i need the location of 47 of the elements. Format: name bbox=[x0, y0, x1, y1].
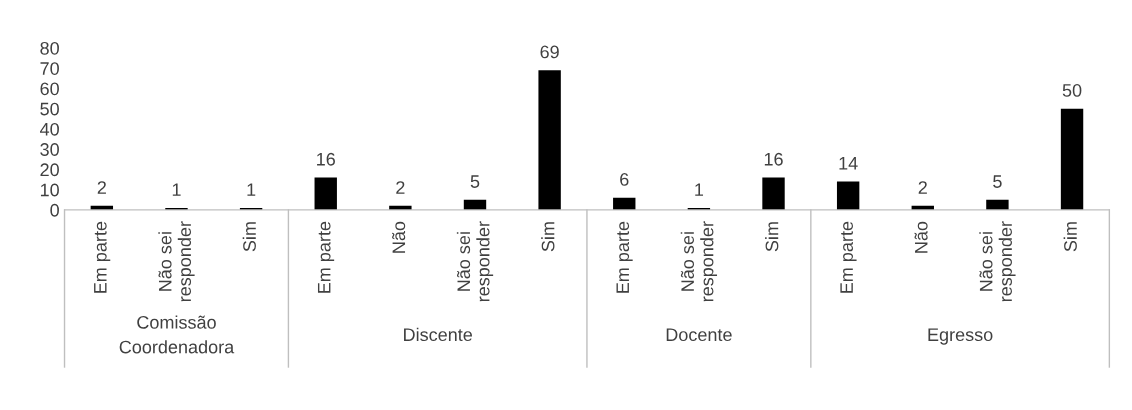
text: Comissão Coordenadora bbox=[119, 315, 235, 354]
data-label: 16 bbox=[764, 152, 783, 166]
data-label: 69 bbox=[540, 45, 559, 59]
data-label: 16 bbox=[317, 152, 335, 166]
y-tick-label: 30 bbox=[40, 143, 59, 156]
bar bbox=[836, 181, 860, 210]
y-tick-label: 10 bbox=[40, 183, 59, 197]
y-tick-label: 70 bbox=[40, 62, 59, 75]
bar bbox=[314, 177, 337, 210]
data-label: 2 bbox=[918, 181, 927, 194]
x-tick-label: Em parte bbox=[317, 221, 335, 293]
bar bbox=[1060, 108, 1084, 210]
y-tick-label: 20 bbox=[40, 163, 59, 177]
text: Docente bbox=[666, 328, 732, 342]
y-tick-label: 60 bbox=[40, 82, 59, 96]
data-label: 5 bbox=[993, 175, 1002, 188]
y-tick-label: 50 bbox=[40, 102, 59, 116]
x-tick-label: Sim bbox=[765, 222, 779, 252]
bar bbox=[762, 177, 785, 210]
bar bbox=[538, 70, 561, 210]
x-tick-label: Não bbox=[392, 221, 406, 253]
x-tick-label: Em parte bbox=[94, 221, 111, 293]
x-tick-label: Não sei responder bbox=[680, 221, 718, 302]
x-tick-label: Não sei responder bbox=[456, 221, 494, 302]
y-tick-label: 80 bbox=[40, 41, 59, 55]
x-tick-label: Sim bbox=[1063, 222, 1077, 252]
x-tick-label: Não bbox=[914, 221, 928, 253]
x-tick-label: Sim bbox=[242, 222, 256, 252]
x-tick-label: Em parte bbox=[616, 221, 633, 293]
data-label: 50 bbox=[1062, 84, 1082, 97]
y-tick-label: 0 bbox=[50, 203, 59, 217]
data-label: 1 bbox=[247, 183, 256, 196]
data-label: 1 bbox=[695, 183, 704, 196]
data-label: 2 bbox=[396, 181, 405, 194]
data-label: 1 bbox=[172, 183, 181, 196]
y-tick-label: 40 bbox=[40, 122, 59, 136]
text: Egresso bbox=[928, 328, 993, 345]
x-tick-label: Não sei responder bbox=[158, 221, 195, 302]
data-label: 2 bbox=[97, 181, 106, 194]
data-label: 14 bbox=[839, 157, 858, 170]
text: Discente bbox=[404, 327, 472, 342]
x-tick-label: Não sei responder bbox=[979, 221, 1016, 302]
bar bbox=[986, 199, 1009, 210]
x-tick-label: Sim bbox=[541, 222, 555, 252]
x-tick-label: Em parte bbox=[840, 221, 857, 293]
data-label: 5 bbox=[470, 175, 480, 188]
data-label: 6 bbox=[620, 173, 629, 186]
